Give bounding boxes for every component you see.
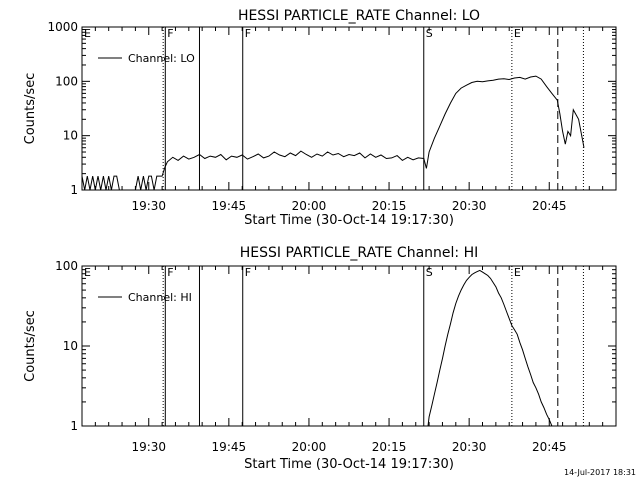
x-tick-label: 20:15	[372, 440, 407, 454]
chart-title: HESSI PARTICLE_RATE Channel: HI	[240, 245, 478, 261]
legend-label: Channel: LO	[128, 52, 195, 65]
event-marker-label: F	[167, 266, 173, 279]
x-axis-label: Start Time (30-Oct-14 19:17:30)	[244, 213, 454, 228]
plot-frame	[81, 265, 617, 427]
y-tick-label: 100	[55, 74, 78, 88]
y-axis-label: Counts/sec	[23, 310, 38, 382]
x-axis-label: Start Time (30-Oct-14 19:17:30)	[244, 457, 454, 472]
x-tick-label: 20:30	[452, 440, 487, 454]
footer-timestamp: 14-Jul-2017 18:31	[564, 468, 636, 477]
x-tick-label: 20:00	[292, 440, 327, 454]
chart-panel-hi: HESSI PARTICLE_RATE Channel: HI 19:30 19:4…	[23, 245, 617, 472]
series-line	[81, 75, 585, 191]
y-axis-label: Counts/sec	[23, 73, 38, 145]
y-tick-label: 10	[63, 339, 78, 353]
x-tick-label: 19:45	[212, 440, 247, 454]
event-marker-label: E	[84, 27, 91, 40]
event-marker-label: S	[426, 27, 433, 40]
event-marker-label: E	[514, 27, 521, 40]
x-tick-label: 20:30	[452, 199, 487, 213]
x-tick-label: 20:45	[532, 199, 567, 213]
x-tick-label: 20:00	[292, 199, 327, 213]
x-tick-label: 19:30	[131, 199, 166, 213]
event-marker-label: F	[245, 27, 251, 40]
event-marker-label: F	[167, 27, 173, 40]
event-marker-label: S	[426, 266, 433, 279]
y-tick-label: 1	[70, 419, 78, 433]
event-marker-label: E	[514, 266, 521, 279]
x-tick-label: 19:30	[131, 440, 166, 454]
y-tick-label: 1	[70, 183, 78, 197]
x-tick-label: 20:45	[532, 440, 567, 454]
chart-title: HESSI PARTICLE_RATE Channel: LO	[238, 8, 480, 24]
y-tick-label: 100	[55, 259, 78, 273]
y-tick-label: 1000	[47, 20, 78, 34]
series-line	[427, 269, 553, 427]
chart-panel-lo: HESSI PARTICLE_RATE Channel: LO 19:30 19:4…	[23, 8, 617, 228]
x-tick-label: 19:45	[212, 199, 247, 213]
event-marker-label: F	[245, 266, 251, 279]
x-tick-label: 20:15	[372, 199, 407, 213]
event-marker-label: E	[84, 266, 91, 279]
y-tick-label: 10	[63, 129, 78, 143]
legend-label: Channel: HI	[128, 291, 192, 304]
